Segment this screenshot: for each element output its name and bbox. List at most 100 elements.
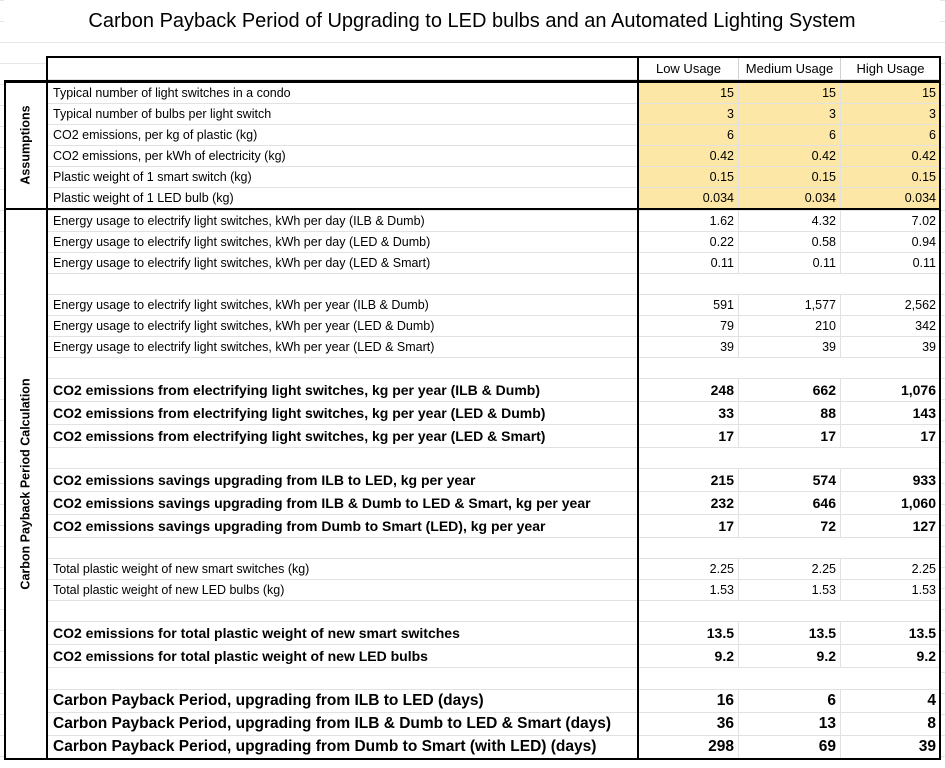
row-label: Typical number of light switches in a co… [47, 83, 638, 104]
row-label: Typical number of bulbs per light switch [47, 104, 638, 125]
row-value: 7.02 [840, 211, 940, 232]
row-label: Plastic weight of 1 smart switch (kg) [47, 167, 638, 188]
section-label-text: Carbon Payback Period Calculation [19, 378, 34, 590]
row-label: CO2 emissions from electrifying light sw… [47, 402, 638, 425]
row-value: 4 [840, 690, 940, 713]
row-value: 3 [738, 104, 840, 125]
row-value: 39 [840, 337, 940, 358]
row-value: 88 [738, 402, 840, 425]
row-value: 232 [638, 492, 738, 515]
row-value: 15 [840, 83, 940, 104]
row-value: 15 [738, 83, 840, 104]
row-label: Carbon Payback Period, upgrading from IL… [47, 713, 638, 736]
row-value: 17 [638, 515, 738, 538]
row-value: 1.62 [638, 211, 738, 232]
row-label: CO2 emissions for total plastic weight o… [47, 645, 638, 668]
row-value: 2.25 [840, 559, 940, 580]
row-value: 17 [738, 425, 840, 448]
row-value: 0.42 [638, 146, 738, 167]
row-value: 0.58 [738, 232, 840, 253]
row-value: 0.15 [840, 167, 940, 188]
row-value: 662 [738, 379, 840, 402]
row-label: CO2 emissions from electrifying light sw… [47, 379, 638, 402]
row-label: Energy usage to electrify light switches… [47, 295, 638, 316]
blank-row [47, 448, 940, 469]
row-value: 933 [840, 469, 940, 492]
row-value: 0.11 [738, 253, 840, 274]
row-label: CO2 emissions savings upgrading from ILB… [47, 492, 638, 515]
row-value: 69 [738, 736, 840, 759]
blank-row [47, 601, 940, 622]
row-value: 127 [840, 515, 940, 538]
row-label: CO2 emissions from electrifying light sw… [47, 425, 638, 448]
row-label: Energy usage to electrify light switches… [47, 232, 638, 253]
row-label: Total plastic weight of new smart switch… [47, 559, 638, 580]
row-label: CO2 emissions savings upgrading from ILB… [47, 469, 638, 492]
row-value: 6 [738, 690, 840, 713]
row-value: 17 [638, 425, 738, 448]
row-value: 0.94 [840, 232, 940, 253]
row-label: Energy usage to electrify light switches… [47, 211, 638, 232]
row-value: 1,076 [840, 379, 940, 402]
row-value: 6 [840, 125, 940, 146]
row-value: 210 [738, 316, 840, 337]
row-value: 72 [738, 515, 840, 538]
row-value: 13 [738, 713, 840, 736]
row-value: 13.5 [738, 622, 840, 645]
row-label: CO2 emissions savings upgrading from Dum… [47, 515, 638, 538]
row-value: 3 [840, 104, 940, 125]
row-label: Carbon Payback Period, upgrading from Du… [47, 736, 638, 759]
row-value: 0.42 [840, 146, 940, 167]
row-value: 1.53 [840, 580, 940, 601]
row-value: 1,577 [738, 295, 840, 316]
row-value: 1.53 [738, 580, 840, 601]
row-value: 2,562 [840, 295, 940, 316]
row-value: 8 [840, 713, 940, 736]
row-label: CO2 emissions, per kg of plastic (kg) [47, 125, 638, 146]
blank-row [47, 274, 940, 295]
column-header: High Usage [840, 57, 940, 80]
row-value: 0.034 [738, 188, 840, 209]
sheet-title: Carbon Payback Period of Upgrading to LE… [4, 0, 940, 42]
row-value: 15 [638, 83, 738, 104]
section-label: Carbon Payback Period Calculation [4, 208, 48, 760]
row-value: 16 [638, 690, 738, 713]
row-value: 0.22 [638, 232, 738, 253]
row-value: 1,060 [840, 492, 940, 515]
blank-row [47, 538, 940, 559]
row-value: 2.25 [738, 559, 840, 580]
row-value: 298 [638, 736, 738, 759]
section-label-text: Assumptions [19, 105, 33, 185]
row-label: CO2 emissions for total plastic weight o… [47, 622, 638, 645]
row-value: 591 [638, 295, 738, 316]
row-value: 2.25 [638, 559, 738, 580]
row-value: 39 [738, 337, 840, 358]
row-label: Energy usage to electrify light switches… [47, 337, 638, 358]
row-value: 1.53 [638, 580, 738, 601]
header-blank [47, 57, 638, 80]
row-label: CO2 emissions, per kWh of electricity (k… [47, 146, 638, 167]
row-value: 9.2 [840, 645, 940, 668]
section-divider [4, 208, 940, 210]
column-header: Medium Usage [738, 57, 840, 80]
row-label: Carbon Payback Period, upgrading from IL… [47, 690, 638, 713]
row-value: 13.5 [840, 622, 940, 645]
row-value: 4.32 [738, 211, 840, 232]
row-value: 9.2 [738, 645, 840, 668]
section-label: Assumptions [4, 80, 48, 210]
blank-row [47, 358, 940, 379]
row-value: 248 [638, 379, 738, 402]
row-label: Energy usage to electrify light switches… [47, 253, 638, 274]
row-value: 0.11 [840, 253, 940, 274]
row-value: 342 [840, 316, 940, 337]
row-label: Energy usage to electrify light switches… [47, 316, 638, 337]
table-border [46, 56, 941, 760]
column-header: Low Usage [638, 57, 738, 80]
row-value: 0.42 [738, 146, 840, 167]
row-value: 17 [840, 425, 940, 448]
row-value: 0.15 [738, 167, 840, 188]
column-divider [637, 57, 639, 759]
header-divider [4, 80, 940, 83]
row-value: 646 [738, 492, 840, 515]
